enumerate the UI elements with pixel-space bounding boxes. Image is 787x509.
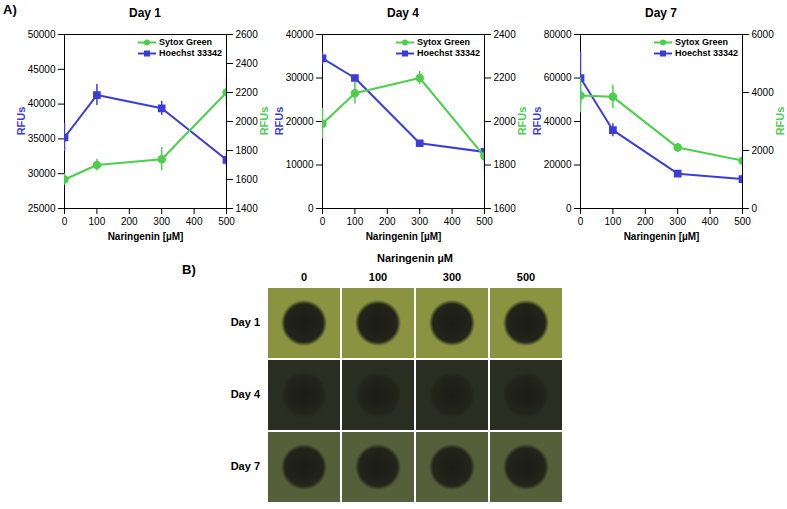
html-text:300: 300 — [442, 271, 462, 283]
svg-text:Naringenin [µM]: Naringenin [µM] — [108, 231, 184, 242]
html-text:Day 4: Day 4 — [230, 388, 260, 400]
svg-text:0: 0 — [308, 203, 314, 214]
svg-text:2000: 2000 — [752, 145, 775, 156]
svg-text:200: 200 — [121, 216, 138, 227]
svg-text:1800: 1800 — [494, 159, 517, 170]
svg-text:60000: 60000 — [544, 72, 572, 83]
svg-text:30000: 30000 — [28, 168, 56, 179]
svg-text:2000: 2000 — [236, 116, 259, 127]
html-text:RFUs: RFUs — [15, 106, 27, 136]
svg-text:500: 500 — [476, 216, 493, 227]
svg-text:0: 0 — [566, 203, 572, 214]
svg-text:2200: 2200 — [494, 72, 517, 83]
svg-text:300: 300 — [153, 216, 170, 227]
html-text:RFUs: RFUs — [258, 106, 270, 136]
svg-text:1600: 1600 — [236, 174, 259, 185]
svg-text:40000: 40000 — [28, 98, 56, 109]
svg-text:45000: 45000 — [28, 64, 56, 75]
html-text:Day 7: Day 7 — [230, 460, 260, 472]
html-text:500: 500 — [516, 271, 536, 283]
html-text:Day 4: Day 4 — [387, 6, 419, 20]
html-text:100: 100 — [368, 271, 388, 283]
svg-text:20000: 20000 — [544, 159, 572, 170]
svg-text:2400: 2400 — [236, 58, 259, 69]
svg-text:0: 0 — [752, 203, 758, 214]
svg-text:2400: 2400 — [494, 29, 517, 40]
html-text:Day 1: Day 1 — [129, 6, 161, 20]
svg-text:0: 0 — [62, 216, 68, 227]
svg-text:25000: 25000 — [28, 203, 56, 214]
html-text:Day 1: Day 1 — [230, 316, 260, 328]
html-text:Day 7: Day 7 — [645, 6, 677, 20]
html-text:A): A) — [3, 2, 17, 17]
html-text:Sytox Green: Sytox Green — [159, 37, 212, 47]
svg-text:0: 0 — [578, 216, 584, 227]
svg-text:100: 100 — [89, 216, 106, 227]
svg-text:1600: 1600 — [494, 203, 517, 214]
svg-text:6000: 6000 — [752, 29, 775, 40]
html-text:Hoechst 33342: Hoechst 33342 — [417, 48, 480, 58]
svg-text:300: 300 — [669, 216, 686, 227]
svg-text:100: 100 — [347, 216, 364, 227]
html-text:Sytox Green: Sytox Green — [675, 37, 728, 47]
svg-text:10000: 10000 — [286, 159, 314, 170]
svg-text:50000: 50000 — [28, 29, 56, 40]
html-text:Sytox Green: Sytox Green — [417, 37, 470, 47]
svg-text:400: 400 — [444, 216, 461, 227]
svg-text:500: 500 — [218, 216, 235, 227]
svg-text:200: 200 — [379, 216, 396, 227]
html-text:B): B) — [182, 262, 196, 277]
svg-text:2200: 2200 — [236, 87, 259, 98]
svg-text:500: 500 — [734, 216, 751, 227]
svg-text:4000: 4000 — [752, 87, 775, 98]
svg-text:35000: 35000 — [28, 133, 56, 144]
svg-text:40000: 40000 — [286, 29, 314, 40]
svg-text:400: 400 — [186, 216, 203, 227]
svg-text:20000: 20000 — [286, 116, 314, 127]
html-text:Hoechst 33342: Hoechst 33342 — [675, 48, 738, 58]
svg-text:40000: 40000 — [544, 116, 572, 127]
svg-text:400: 400 — [702, 216, 719, 227]
html-text:RFUs: RFUs — [273, 106, 285, 136]
svg-text:80000: 80000 — [544, 29, 572, 40]
svg-text:2600: 2600 — [236, 29, 259, 40]
html-text:RFUs: RFUs — [531, 106, 543, 136]
svg-text:1400: 1400 — [236, 203, 259, 214]
html-text:RFUs: RFUs — [516, 106, 528, 136]
html-text:Hoechst 33342: Hoechst 33342 — [159, 48, 222, 58]
html-text:0: 0 — [300, 271, 308, 283]
svg-text:1800: 1800 — [236, 145, 259, 156]
svg-text:30000: 30000 — [286, 72, 314, 83]
svg-text:300: 300 — [411, 216, 428, 227]
svg-text:2000: 2000 — [494, 116, 517, 127]
svg-text:0: 0 — [320, 216, 326, 227]
svg-text:Naringenin [µM]: Naringenin [µM] — [624, 231, 700, 242]
svg-text:200: 200 — [637, 216, 654, 227]
svg-text:Naringenin [µM]: Naringenin [µM] — [366, 231, 442, 242]
html-text:Naringenin µM: Naringenin µM — [377, 252, 453, 264]
svg-text:100: 100 — [605, 216, 622, 227]
html-text:RFUs: RFUs — [774, 106, 786, 136]
